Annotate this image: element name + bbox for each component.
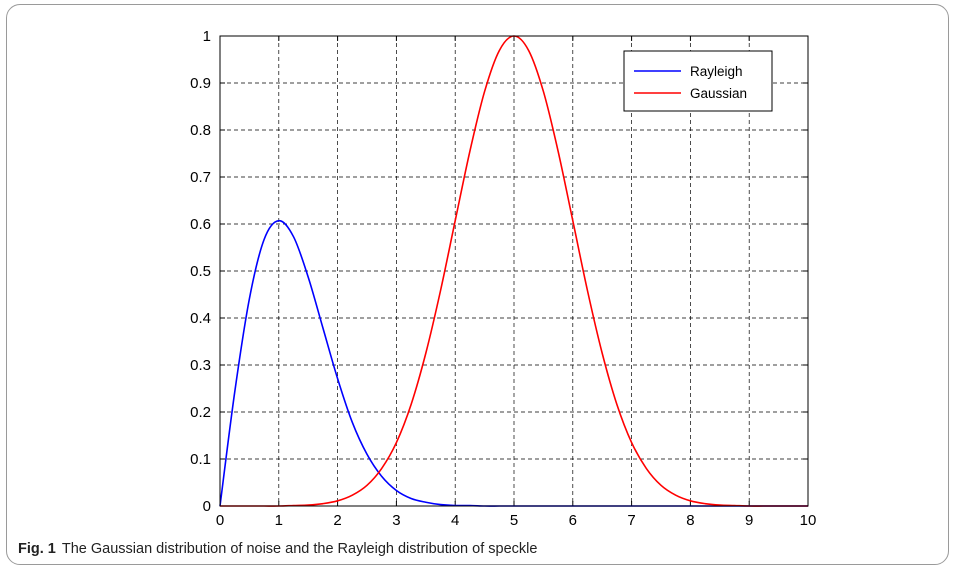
x-tick-label: 2	[333, 512, 341, 529]
y-tick-label: 0.5	[190, 263, 211, 280]
x-tick-label: 0	[216, 512, 224, 529]
y-tick-label: 0.3	[190, 357, 211, 374]
x-tick-label: 8	[686, 512, 694, 529]
y-tick-label: 0	[203, 498, 211, 515]
x-tick-label: 5	[510, 512, 518, 529]
y-tick-label: 0.6	[190, 216, 211, 233]
y-tick-label: 0.9	[190, 75, 211, 92]
x-tick-label: 4	[451, 512, 459, 529]
axes-box	[219, 35, 809, 507]
caption-text: The Gaussian distribution of noise and t…	[61, 541, 538, 557]
legend-label-rayleigh: Rayleigh	[690, 64, 743, 79]
y-tick-label: 0.4	[190, 310, 211, 327]
legend-label-gaussian: Gaussian	[690, 86, 747, 101]
x-tick-label: 1	[275, 512, 283, 529]
figure-caption: Fig. 1 The Gaussian distribution of noise…	[18, 541, 537, 557]
y-tick-label: 0.2	[190, 404, 211, 421]
x-tick-label: 3	[392, 512, 400, 529]
y-tick-label: 1	[203, 28, 211, 45]
legend-box	[623, 50, 773, 112]
x-tick-label: 10	[800, 512, 817, 529]
x-tick-label: 9	[745, 512, 753, 529]
figure-frame	[6, 4, 949, 565]
caption-label: Fig. 1	[18, 541, 56, 557]
y-tick-label: 0.7	[190, 169, 211, 186]
y-tick-label: 0.8	[190, 122, 211, 139]
x-tick-label: 7	[627, 512, 635, 529]
y-tick-label: 0.1	[190, 451, 211, 468]
chart-svg: 0 1 2 3 4 5 6 7 8 9 10 0 0.1 0.2 0.3 0.4 0.5 0.6 0.7 0.8 0.9…	[190, 28, 817, 529]
x-tick-label: 6	[569, 512, 577, 529]
